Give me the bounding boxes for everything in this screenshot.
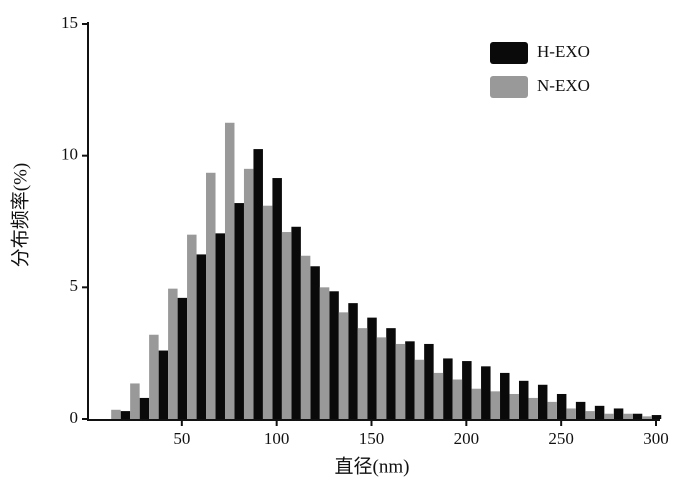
bar: [452, 379, 463, 419]
y-tick-label: 5: [70, 276, 79, 295]
bar: [443, 358, 453, 419]
bar: [348, 303, 358, 419]
bar: [111, 409, 121, 419]
bar: [168, 288, 178, 419]
bar: [187, 234, 197, 419]
bar: [642, 416, 652, 419]
bar: [566, 408, 576, 419]
bar: [196, 254, 207, 419]
bar: [632, 413, 643, 419]
bar: [604, 413, 614, 419]
bar: [490, 391, 501, 419]
bar: [224, 122, 235, 419]
bar: [310, 266, 320, 419]
bar: [262, 205, 273, 419]
bar: [281, 232, 292, 419]
bar: [253, 149, 263, 420]
bar: [594, 405, 605, 419]
x-axis-title: 直径(nm): [335, 455, 410, 477]
bar: [613, 408, 624, 419]
bar: [300, 255, 311, 419]
x-tick-label: 250: [548, 429, 574, 448]
legend-swatch: [490, 42, 528, 64]
bar: [623, 413, 633, 419]
bar: [585, 411, 595, 419]
bar: [158, 350, 169, 419]
bar: [500, 372, 510, 419]
bar: [319, 287, 330, 419]
bar: [395, 343, 406, 419]
bar: [471, 388, 482, 419]
bar: [234, 203, 244, 419]
y-tick-label: 15: [61, 13, 78, 32]
x-tick-label: 200: [454, 429, 480, 448]
bar: [215, 233, 226, 419]
x-tick-label: 150: [359, 429, 385, 448]
bar: [481, 366, 491, 419]
y-axis-title: 分布频率(%): [9, 163, 31, 267]
legend-label: H-EXO: [537, 42, 590, 61]
bar: [206, 172, 216, 419]
bar: [424, 343, 434, 419]
bar: [177, 297, 188, 419]
bar: [518, 380, 529, 419]
bar: [547, 401, 557, 419]
x-tick-label: 100: [264, 429, 290, 448]
bar: [338, 312, 349, 419]
bar: [528, 397, 538, 419]
bar: [376, 337, 387, 419]
bar: [575, 401, 586, 419]
bar: [414, 359, 425, 419]
y-tick-label: 0: [70, 408, 79, 427]
bar: [433, 372, 444, 419]
bar: [462, 361, 472, 419]
x-tick-label: 50: [173, 429, 190, 448]
y-tick-label: 10: [61, 145, 78, 164]
bar: [367, 317, 377, 419]
bar: [272, 178, 282, 419]
legend-label: N-EXO: [537, 76, 590, 95]
bar: [405, 341, 415, 419]
bar: [386, 328, 396, 419]
bar: [243, 168, 254, 419]
bar: [291, 226, 301, 419]
bar: [149, 334, 159, 419]
bar: [556, 393, 567, 419]
bar: [357, 328, 368, 419]
bar: [130, 383, 140, 419]
bar: [139, 397, 150, 419]
bar: [509, 393, 519, 419]
legend-swatch: [490, 76, 528, 98]
bar: [120, 411, 131, 419]
bar: [329, 291, 339, 419]
bar: [537, 384, 548, 419]
bar: [651, 415, 662, 419]
x-tick-label: 300: [643, 429, 669, 448]
